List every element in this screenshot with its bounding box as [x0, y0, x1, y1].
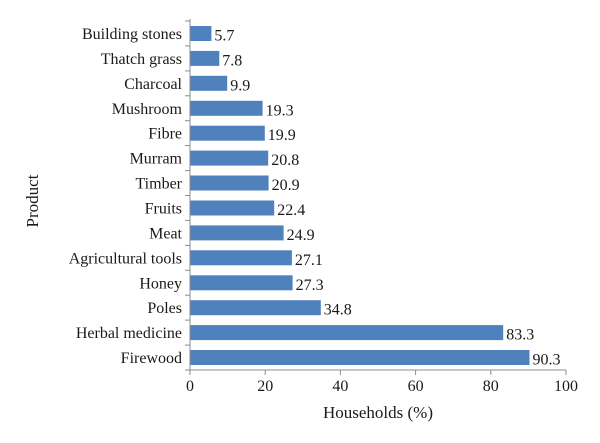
value-label: 19.3 [266, 102, 294, 119]
bars-layer [190, 26, 530, 365]
bar [190, 100, 263, 116]
category-label: Building stones [82, 26, 182, 43]
value-label: 5.7 [214, 28, 234, 45]
bar [190, 125, 265, 141]
x-tick-label: 20 [257, 378, 273, 395]
category-label: Fibre [148, 126, 182, 143]
bar [190, 200, 275, 216]
bar [190, 150, 269, 166]
value-label: 90.3 [533, 352, 561, 369]
bar [190, 300, 321, 316]
category-label: Meat [149, 225, 182, 242]
category-label: Firewood [121, 350, 182, 367]
bar [190, 325, 504, 341]
category-label: Honey [139, 275, 182, 292]
category-label: Agricultural tools [69, 250, 182, 267]
value-label: 9.9 [230, 77, 250, 94]
bar [190, 175, 269, 191]
axes-layer [185, 19, 567, 375]
bar [190, 75, 228, 91]
bar [190, 275, 293, 291]
x-axis-title: Households (%) [323, 403, 433, 422]
x-tick-label: 60 [408, 378, 424, 395]
category-label: Mushroom [112, 101, 183, 118]
value-label: 20.8 [271, 152, 299, 169]
value-label: 34.8 [324, 302, 352, 319]
value-label: 7.8 [222, 52, 242, 69]
value-label: 22.4 [277, 202, 305, 219]
value-label: 20.9 [272, 177, 300, 194]
bar [190, 250, 292, 266]
bar [190, 26, 212, 41]
value-label: 19.9 [268, 127, 296, 144]
category-label: Poles [147, 300, 182, 317]
y-axis-title: Product [23, 174, 42, 227]
category-label: Thatch grass [101, 51, 182, 68]
x-tick-label: 80 [483, 378, 499, 395]
category-label: Herbal medicine [76, 325, 182, 342]
x-tick-label: 40 [332, 378, 348, 395]
value-label: 27.1 [295, 252, 323, 269]
category-label: Fruits [145, 201, 182, 218]
x-tick-labels: 0 20 40 60 80 100 [186, 378, 578, 395]
category-label: Murram [130, 151, 183, 168]
value-label: 83.3 [506, 327, 534, 344]
bar [190, 50, 220, 66]
value-label: 27.3 [296, 277, 324, 294]
value-labels: 5.7 7.8 9.9 19.3 19.9 20.8 20.9 22.4 24.9 27.1 27.… [214, 28, 560, 369]
x-tick-label: 100 [554, 378, 578, 395]
x-tick-label: 0 [186, 378, 194, 395]
value-label: 24.9 [287, 227, 315, 244]
bar [190, 225, 284, 241]
category-labels: Building stones Thatch grass Charcoal Mushr… [69, 26, 183, 367]
category-label: Charcoal [124, 76, 182, 93]
bar [190, 350, 530, 365]
category-label: Timber [135, 176, 182, 193]
